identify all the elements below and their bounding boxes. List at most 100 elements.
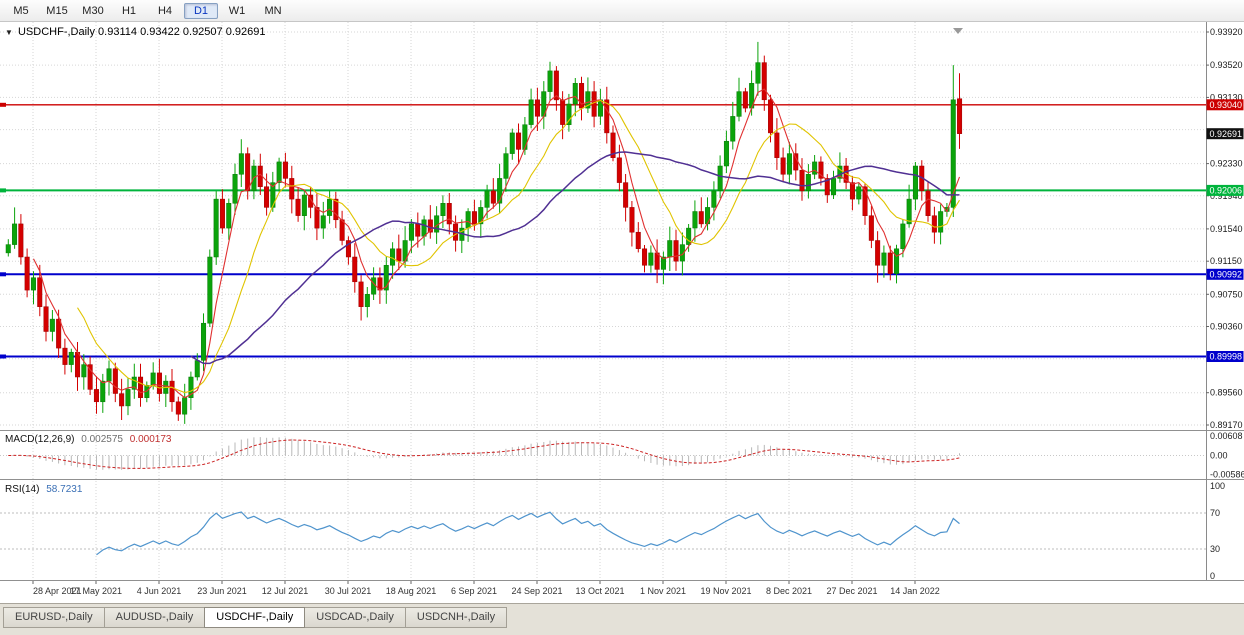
candle-body (686, 227, 692, 245)
date-label: 1 Nov 2021 (640, 586, 686, 596)
rsi-line (96, 511, 960, 556)
date-label: 12 Jul 2021 (262, 586, 309, 596)
price-chart[interactable]: 0.939200.935200.931300.923300.919400.915… (0, 22, 1244, 603)
candle-body (490, 190, 496, 204)
hline-handle-support-green[interactable] (0, 188, 6, 193)
date-label: 28 Apr 2021 (33, 586, 82, 596)
candle-body (799, 169, 805, 192)
candle-body (62, 347, 68, 365)
tab-usdcad-daily[interactable]: USDCAD-,Daily (304, 607, 406, 628)
candle-body (245, 153, 251, 192)
candle-body (43, 306, 49, 332)
tab-eurusd-daily[interactable]: EURUSD-,Daily (3, 607, 105, 628)
candle-body (408, 223, 414, 241)
price-axis-labels: 0.939200.935200.931300.923300.919400.915… (1206, 27, 1244, 581)
chart-area: 0.939200.935200.931300.923300.919400.915… (0, 22, 1244, 603)
date-label: 24 Sep 2021 (511, 586, 562, 596)
ohlc-open: 0.93114 (98, 26, 137, 38)
candle-body (194, 360, 200, 378)
timeframe-button-m15[interactable]: M15 (46, 4, 68, 17)
price-tag-current-price (1206, 128, 1244, 140)
candle-body (201, 322, 207, 361)
candle-body (780, 157, 786, 175)
candle-body (553, 70, 559, 101)
tab-audusd-daily[interactable]: AUDUSD-,Daily (103, 607, 206, 628)
svg-text:0.91540: 0.91540 (1210, 224, 1243, 234)
candle-body (327, 198, 333, 216)
hline-handle-resistance-red[interactable] (0, 102, 6, 107)
svg-text:0.90992: 0.90992 (1210, 270, 1243, 280)
candle-body (471, 211, 477, 225)
candle-body (219, 198, 225, 229)
candle-body (957, 98, 963, 134)
price-tag-resistance-red (1206, 99, 1244, 111)
candle-body (849, 182, 855, 200)
tab-usdcnh-daily[interactable]: USDCNH-,Daily (404, 607, 508, 628)
candle-body (906, 198, 912, 225)
svg-text:0.00608: 0.00608 (1210, 431, 1243, 441)
timeframe-button-m5[interactable]: M5 (13, 4, 29, 17)
chart-title: ▼ USDCHF-,Daily 0.93114 0.93422 0.92507 … (5, 26, 265, 38)
candle-body (238, 153, 244, 175)
timeframe-button-d1[interactable]: D1 (184, 2, 218, 19)
svg-text:0.89170: 0.89170 (1210, 420, 1243, 430)
candle-body (509, 132, 515, 154)
svg-text:0.92691: 0.92691 (1210, 129, 1243, 139)
macd-main-value: 0.002575 (81, 434, 123, 445)
tab-usdchf-daily[interactable]: USDCHF-,Daily (204, 607, 306, 628)
candle-body (415, 223, 421, 237)
price-tag-support-blue-1 (1206, 268, 1244, 280)
candle-body (560, 99, 566, 125)
candle-body (629, 207, 635, 233)
svg-text:0.89998: 0.89998 (1210, 352, 1243, 362)
candle-body (881, 252, 887, 266)
candle-body (887, 252, 893, 274)
ma-line-30 (190, 151, 960, 365)
macd-signal-line (8, 439, 960, 469)
horizontal-gridlines (0, 31, 1206, 426)
candle-body (786, 153, 792, 175)
date-label: 19 Nov 2021 (700, 586, 751, 596)
candle-body (812, 161, 818, 175)
date-label: 17 May 2021 (70, 586, 122, 596)
date-label: 23 Jun 2021 (197, 586, 247, 596)
candle-body (150, 372, 156, 386)
candle-body (648, 252, 654, 266)
candle-body (572, 83, 578, 105)
candle-body (635, 231, 641, 249)
timeframe-toolbar: M5 M15 M30 H1 H4 D1 W1 MN (0, 0, 1244, 22)
candle-body (547, 70, 553, 92)
candle-body (478, 207, 484, 225)
candle-body (333, 198, 339, 221)
candle-body (289, 178, 295, 200)
ohlc-high: 0.93422 (140, 26, 180, 38)
rsi-value: 58.7231 (46, 484, 83, 495)
candle-body (30, 277, 36, 291)
candle-body (396, 248, 402, 262)
candle-body (824, 178, 830, 196)
candle-body (950, 99, 956, 208)
timeframe-button-w1[interactable]: W1 (228, 4, 246, 17)
candle-body (692, 211, 698, 229)
timeframe-button-m30[interactable]: M30 (82, 4, 104, 17)
timeframe-button-mn[interactable]: MN (264, 4, 282, 17)
candle-body (497, 178, 503, 204)
candle-body (660, 256, 666, 270)
candle-body (516, 132, 522, 150)
candle-body (131, 376, 137, 390)
macd-histogram (14, 437, 960, 470)
candle-body (894, 248, 900, 274)
candle-body (604, 99, 610, 134)
chart-menu-icon[interactable]: ▼ (5, 28, 13, 37)
ohlc-close: 0.92691 (225, 26, 266, 38)
hline-handle-support-blue-1[interactable] (0, 272, 6, 277)
hline-handle-support-blue-2[interactable] (0, 354, 6, 359)
timeframe-button-h1[interactable]: H1 (121, 4, 137, 17)
symbol-label: USDCHF-,Daily (17, 26, 95, 38)
candle-body (169, 380, 175, 403)
candle-body (188, 376, 194, 398)
ohlc-low: 0.92507 (182, 26, 223, 38)
timeframe-button-h4[interactable]: H4 (157, 4, 173, 17)
macd-name: MACD(12,26,9) (5, 434, 75, 445)
candle-body (623, 182, 629, 208)
